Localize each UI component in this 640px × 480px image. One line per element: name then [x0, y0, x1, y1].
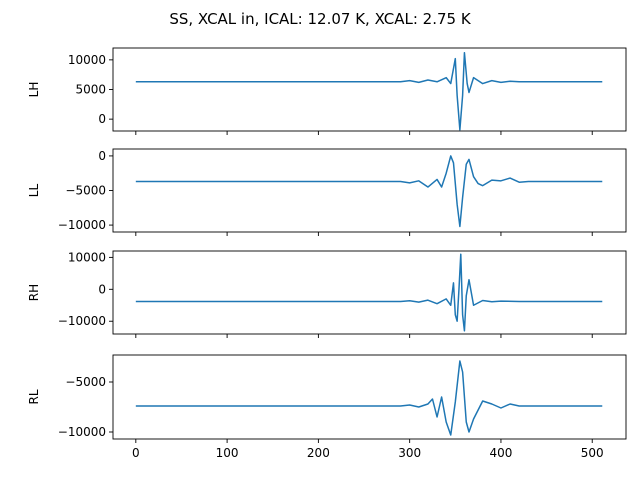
subplot-3: −10000 0 10000 RH: [27, 250, 627, 338]
series-line-2: [135, 155, 603, 228]
subplot-1: 0 5000 10000 LH: [27, 47, 627, 135]
axes-frame: [112, 250, 627, 335]
y-axis-label: RH: [27, 284, 41, 301]
y-tick-label: 0: [98, 149, 106, 163]
x-tick-label: 0: [132, 446, 140, 460]
y-axis-label: LL: [27, 184, 41, 198]
y-tick-label: −5000: [65, 184, 106, 198]
subplots: 0500010000LH−10000−50000LL−10000010000RH…: [27, 47, 627, 460]
y-axis-label: RL: [27, 389, 41, 404]
y-tick-label: −10000: [58, 218, 106, 232]
x-tick-label: 500: [581, 446, 604, 460]
x-tick-label: 400: [489, 446, 512, 460]
y-tick-label: 10000: [68, 53, 106, 67]
y-axis-label: LH: [27, 82, 41, 98]
y-tick-label: 10000: [68, 250, 106, 264]
y-tick-label: −5000: [65, 375, 106, 389]
y-tick-label: 0: [98, 282, 106, 296]
x-tick-label: 100: [216, 446, 239, 460]
series-line-1: [135, 51, 603, 131]
y-tick-label: 0: [98, 112, 106, 126]
y-tick-label: 5000: [75, 83, 106, 97]
x-tick-label: 300: [398, 446, 421, 460]
axes-frame: [112, 354, 627, 440]
series-line-4: [135, 360, 603, 436]
x-tick-label: 200: [307, 446, 330, 460]
subplot-4: −10000 −5000 0 100 200 300 400 500 RL: [27, 354, 627, 460]
y-tick-label: −10000: [58, 425, 106, 439]
suptitle: SS, XCAL in, ICAL: 12.07 K, XCAL: 2.75 K: [169, 10, 472, 28]
series-line-3: [135, 253, 603, 332]
y-tick-label: −10000: [58, 314, 106, 328]
subplot-2: −10000 −5000 0 LL: [27, 148, 627, 236]
